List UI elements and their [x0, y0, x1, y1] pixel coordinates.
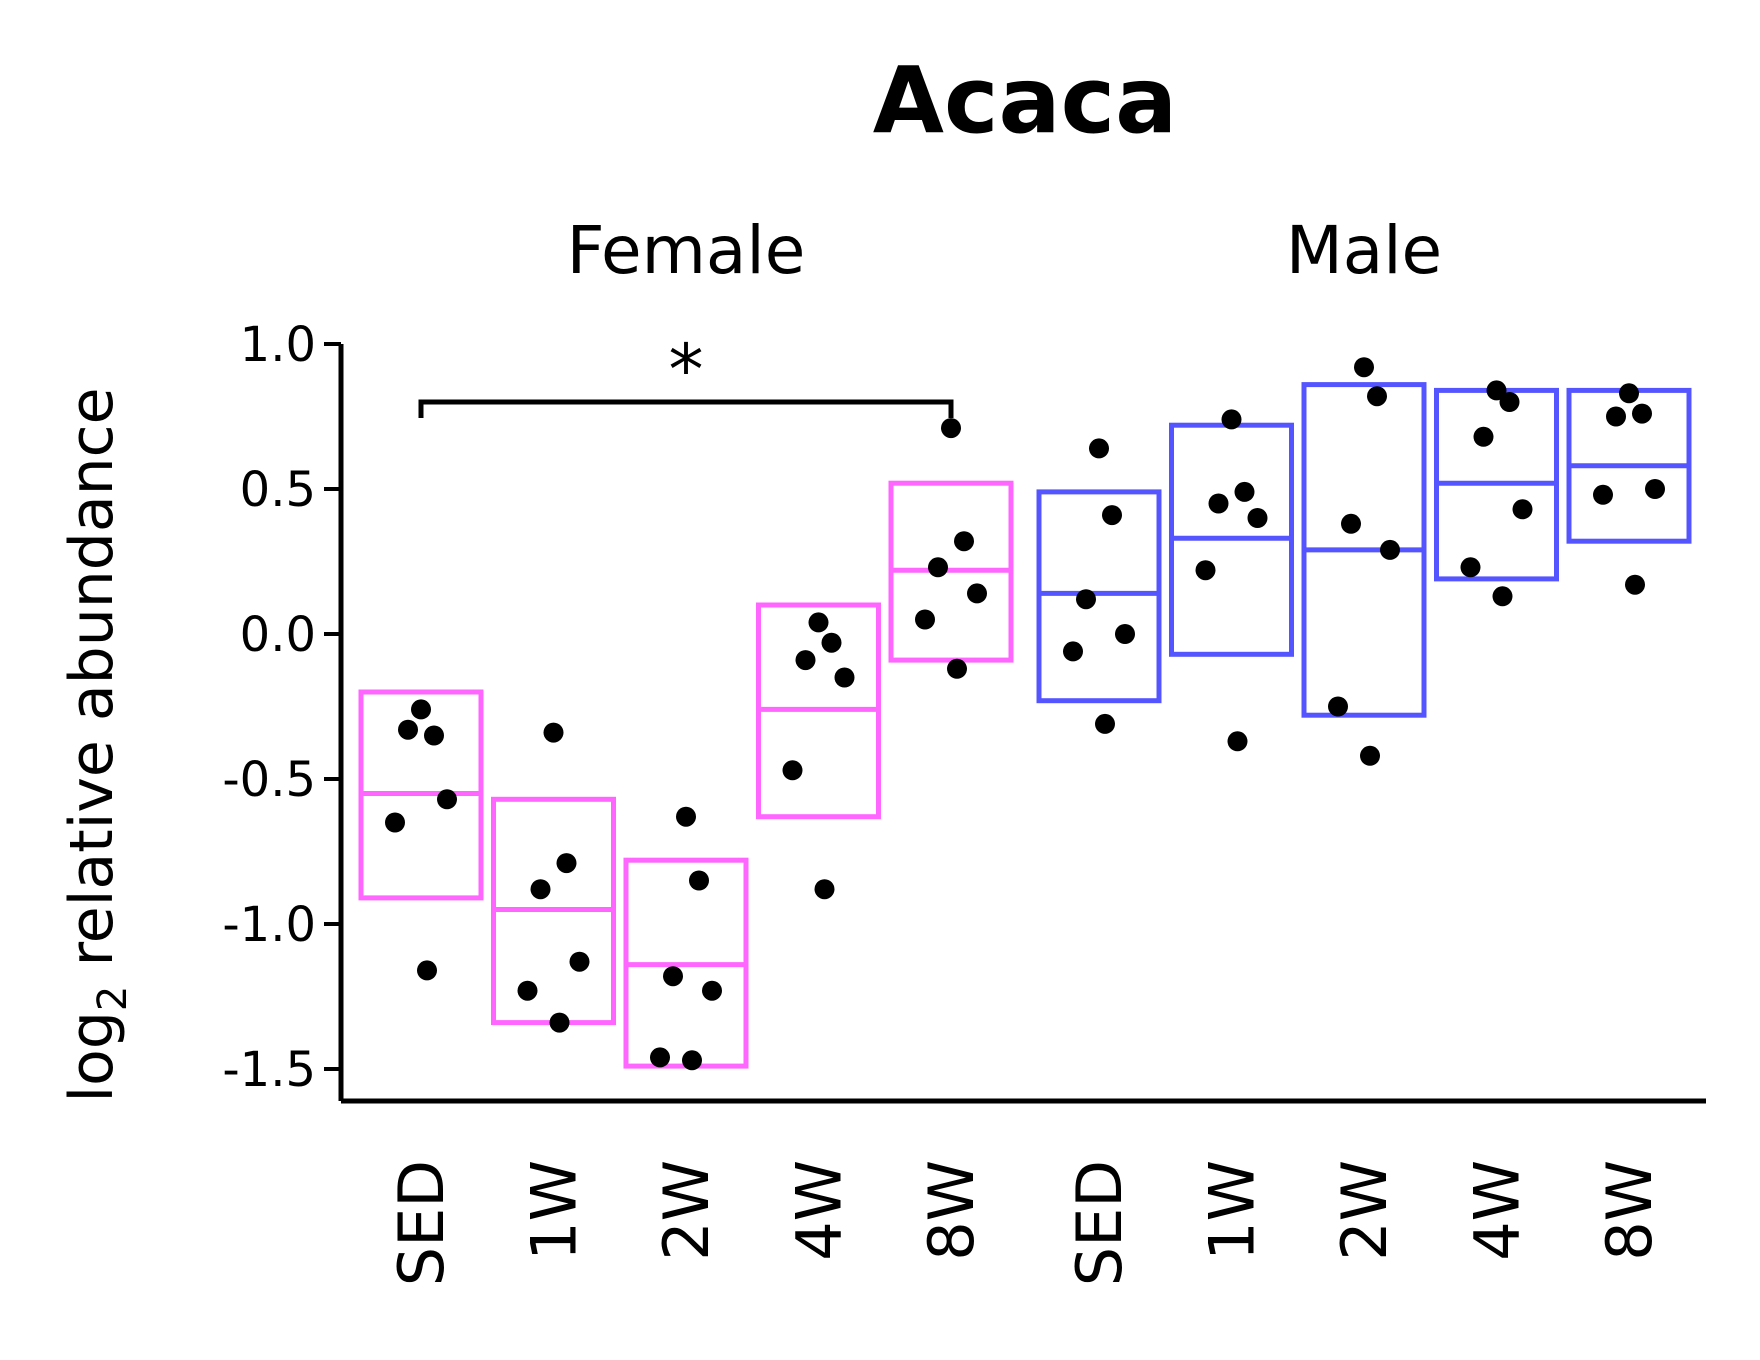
- x-tick-label: 4W: [1461, 1160, 1534, 1261]
- data-point: [1102, 505, 1122, 526]
- data-point: [1227, 731, 1248, 752]
- data-point: [1492, 586, 1513, 607]
- y-axis-label-rest: relative abundance: [57, 387, 127, 985]
- data-point: [1195, 560, 1216, 581]
- data-point: [1645, 479, 1665, 499]
- data-point: [954, 531, 974, 552]
- data-point: [1593, 484, 1613, 505]
- data-point: [556, 853, 577, 874]
- y-tick-label: 0.0: [240, 607, 316, 663]
- significance-label: *: [669, 329, 704, 411]
- data-point: [543, 722, 564, 743]
- x-tick-label: SED: [385, 1160, 458, 1286]
- data-point: [1473, 426, 1494, 447]
- data-point: [1076, 589, 1096, 610]
- data-point: [424, 725, 444, 746]
- data-point: [1221, 409, 1242, 430]
- y-axis-label: log2 relative abundance: [57, 387, 136, 1102]
- x-tick-label: SED: [1063, 1160, 1136, 1286]
- significance-bracket: [418, 399, 954, 418]
- data-point: [1328, 696, 1348, 717]
- chart-title: Acaca: [873, 47, 1177, 154]
- data-point: [569, 951, 590, 972]
- data-point: [1208, 493, 1229, 514]
- data-point: [1247, 508, 1268, 528]
- data-point: [1632, 403, 1652, 424]
- data-point: [1095, 713, 1115, 734]
- y-tick-label: 1.0: [240, 317, 316, 373]
- data-point: [437, 789, 457, 810]
- box-male-sed: [1036, 489, 1162, 704]
- data-point: [1460, 557, 1481, 578]
- data-point: [814, 879, 835, 900]
- data-point: [915, 609, 935, 630]
- data-point: [1367, 386, 1387, 407]
- data-point: [1341, 513, 1361, 534]
- data-point: [1360, 745, 1380, 766]
- data-point: [1380, 539, 1400, 560]
- data-point: [928, 557, 948, 578]
- data-point: [676, 806, 696, 827]
- data-point: [417, 960, 437, 981]
- data-point: [1486, 380, 1507, 401]
- x-tick-label: 1W: [518, 1160, 591, 1261]
- data-point: [821, 632, 842, 653]
- plot-area: 1.0 0.5 0.0 -0.5 -1.0 -1.5 Female SED 1W 2W 4W 8W Ma…: [222, 212, 1706, 1286]
- x-tick-label: 8W: [915, 1160, 988, 1261]
- data-point: [1499, 392, 1520, 412]
- data-point: [517, 980, 538, 1001]
- data-point: [795, 650, 816, 671]
- data-point: [1512, 499, 1533, 520]
- data-point: [1089, 438, 1109, 459]
- data-point: [1234, 481, 1255, 502]
- data-point: [1625, 574, 1645, 595]
- y-axis-label-subscript: 2: [90, 986, 136, 1011]
- data-point: [808, 612, 829, 633]
- data-point: [549, 1012, 570, 1033]
- data-point: [689, 870, 709, 891]
- data-point: [1063, 641, 1083, 662]
- y-tick-label: 0.5: [240, 462, 316, 518]
- x-tick-label: 8W: [1593, 1160, 1666, 1261]
- data-point: [530, 879, 551, 900]
- y-tick-label: -1.5: [222, 1042, 316, 1098]
- data-point: [1354, 357, 1374, 378]
- data-point: [385, 812, 405, 833]
- data-point: [702, 980, 722, 1001]
- data-point: [834, 667, 855, 688]
- data-point: [682, 1050, 702, 1071]
- x-tick-label: 4W: [783, 1160, 856, 1261]
- data-point: [1606, 406, 1626, 427]
- x-tick-label: 2W: [1328, 1160, 1401, 1261]
- y-tick-label: -0.5: [222, 752, 316, 808]
- data-point: [411, 699, 431, 720]
- x-tick-label: 2W: [650, 1160, 723, 1261]
- data-point: [782, 760, 803, 781]
- data-point: [947, 658, 967, 679]
- y-axis-label-main: log: [57, 1011, 127, 1102]
- data-point: [1619, 383, 1639, 404]
- facet-label-female: Female: [567, 212, 806, 289]
- data-point: [663, 966, 683, 987]
- facet-label-male: Male: [1286, 212, 1442, 289]
- y-tick-label: -1.0: [222, 897, 316, 953]
- data-point: [398, 719, 418, 740]
- x-tick-label: 1W: [1196, 1160, 1269, 1261]
- data-point: [650, 1047, 670, 1068]
- data-point: [967, 583, 987, 604]
- data-point: [941, 418, 961, 439]
- data-point: [1115, 624, 1135, 644]
